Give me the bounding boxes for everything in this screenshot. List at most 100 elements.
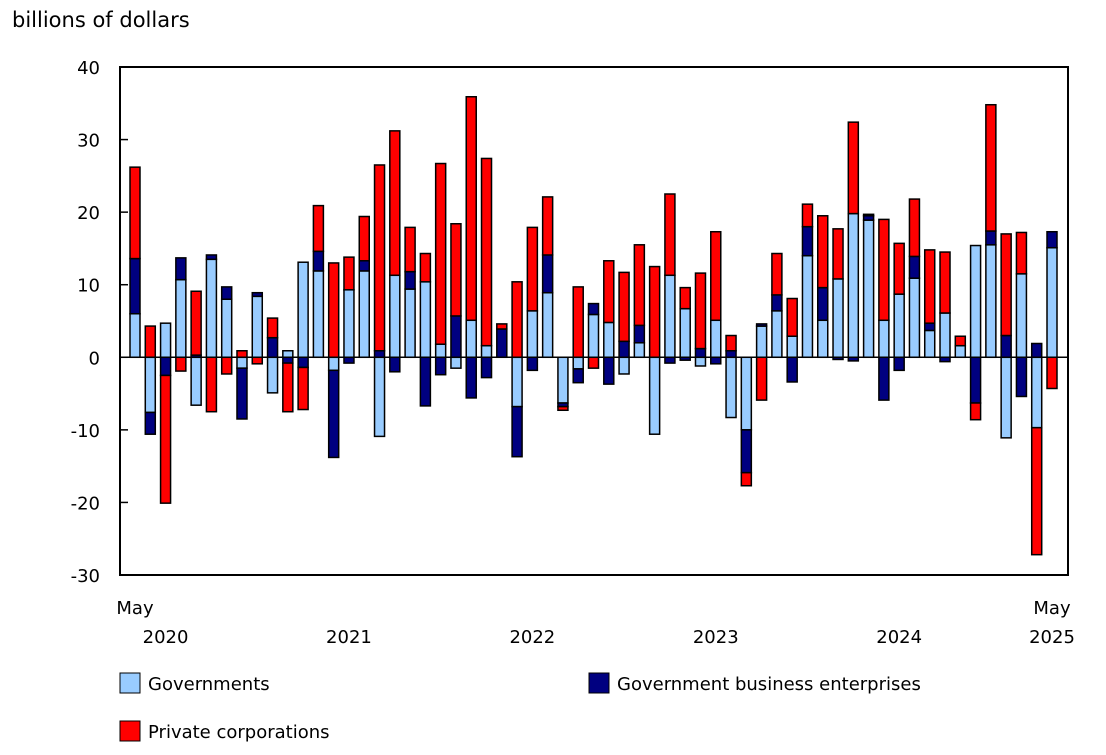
bar-segment-governments (923, 329, 936, 359)
bar-segment-gbe (1015, 356, 1028, 398)
bar-segment-private (159, 374, 172, 504)
bar-segment-governments (832, 278, 844, 359)
legend-label-gbe: Government business enterprises (617, 674, 921, 695)
bar-segment-governments (175, 278, 187, 359)
bar-segment-governments (220, 298, 233, 359)
x-year-label: 2021 (326, 627, 372, 648)
bar-segment-governments (908, 277, 921, 359)
bar-segment-governments (664, 274, 676, 359)
bar-segment-private (648, 265, 661, 359)
bar-segment-governments (954, 344, 967, 359)
bar-segment-governments (1046, 246, 1058, 359)
bar-segment-governments (725, 356, 737, 419)
bar-segment-private (266, 317, 279, 339)
bar-segment-private (847, 121, 860, 215)
x-year-label: 2020 (143, 627, 189, 648)
bar-segment-governments (862, 219, 875, 359)
bar-segment-private (175, 356, 187, 372)
bar-segment-governments (373, 356, 386, 438)
bar-segment-governments (526, 310, 539, 359)
bar-segment-governments (129, 312, 141, 359)
bar-segment-governments (236, 356, 248, 369)
bar-segment-governments (939, 312, 951, 359)
bar-segment-gbe (969, 356, 982, 404)
bar-segment-gbe (786, 356, 798, 383)
bar-segment-governments (893, 293, 905, 359)
y-axis-label: billions of dollars (12, 8, 190, 32)
x-year-label: 2025 (1029, 627, 1075, 648)
bar-segment-governments (144, 356, 157, 414)
bar-segment-private (985, 103, 997, 232)
bar-segment-private (862, 213, 875, 217)
bar-segment-private (358, 215, 370, 262)
bar-segment-private (205, 356, 218, 413)
bar-segment-gbe (465, 356, 477, 399)
bar-segment-private (832, 228, 844, 280)
bar-segment-governments (404, 288, 416, 359)
bar-segment-gbe (419, 356, 432, 407)
x-year-label: 2023 (693, 627, 739, 648)
bar-segment-gbe (572, 368, 584, 384)
bar-segment-private (725, 334, 737, 352)
y-tick-label: -20 (71, 493, 100, 514)
bar-segment-gbe (1046, 230, 1058, 249)
bar-segment-private (618, 271, 630, 343)
bar-segment-governments (205, 258, 218, 359)
bar-segment-gbe (908, 255, 921, 279)
legend-swatch-gbe (588, 672, 610, 694)
bar-segment-governments (434, 343, 447, 359)
bar-segment-governments (1015, 273, 1028, 359)
bar-segment-private (1000, 233, 1012, 337)
bar-segment-governments (603, 321, 615, 359)
bar-segment-governments (587, 313, 600, 359)
bar-segment-gbe (755, 323, 768, 327)
bar-segment-governments (327, 356, 340, 372)
bar-segment-governments (633, 342, 646, 359)
bar-segment-gbe (251, 291, 264, 298)
bar-segment-governments (694, 356, 707, 367)
bar-segment-private (327, 262, 340, 359)
bar-segment-gbe (205, 254, 218, 261)
bar-segment-private (404, 226, 416, 273)
bar-segment-private (434, 162, 447, 345)
bar-segment-private (496, 323, 508, 330)
bar-segment-gbe (771, 294, 783, 312)
bar-segment-governments (771, 310, 783, 359)
bar-segment-private (1015, 231, 1028, 275)
bar-segment-gbe (404, 270, 416, 290)
bar-segment-governments (297, 261, 309, 359)
bar-segment-private (633, 244, 646, 327)
bar-segment-gbe (450, 315, 462, 359)
bar-segment-gbe (985, 230, 997, 246)
bar-segment-governments (343, 289, 355, 359)
bar-segment-private (694, 272, 707, 350)
bar-segment-private (419, 252, 432, 283)
x-year-label: 2024 (876, 627, 922, 648)
bar-segment-gbe (327, 369, 340, 459)
bar-segment-governments (755, 325, 768, 359)
bar-segment-gbe (801, 225, 814, 257)
bar-segment-governments (450, 356, 462, 369)
plot-frame (119, 66, 1069, 576)
x-end-month: May (1033, 598, 1071, 619)
bar-segment-governments (740, 356, 753, 431)
bar-segment-gbe (220, 286, 233, 300)
bar-segment-governments (1000, 356, 1012, 439)
bar-segment-gbe (358, 260, 370, 272)
bar-segment-private (129, 166, 141, 260)
bar-segment-governments (985, 244, 997, 359)
bar-segment-gbe (541, 254, 554, 294)
bar-segment-private (817, 215, 829, 289)
bar-segment-gbe (923, 322, 936, 332)
bar-segment-gbe (740, 429, 753, 474)
bar-segment-gbe (236, 367, 248, 420)
bar-segment-governments (847, 212, 860, 359)
bar-segment-gbe (389, 356, 401, 373)
bar-segment-private (236, 350, 248, 359)
bar-segment-private (679, 286, 691, 310)
y-tick-label: 20 (77, 203, 100, 224)
bar-segment-governments (817, 319, 829, 359)
bar-segment-gbe (282, 356, 294, 364)
